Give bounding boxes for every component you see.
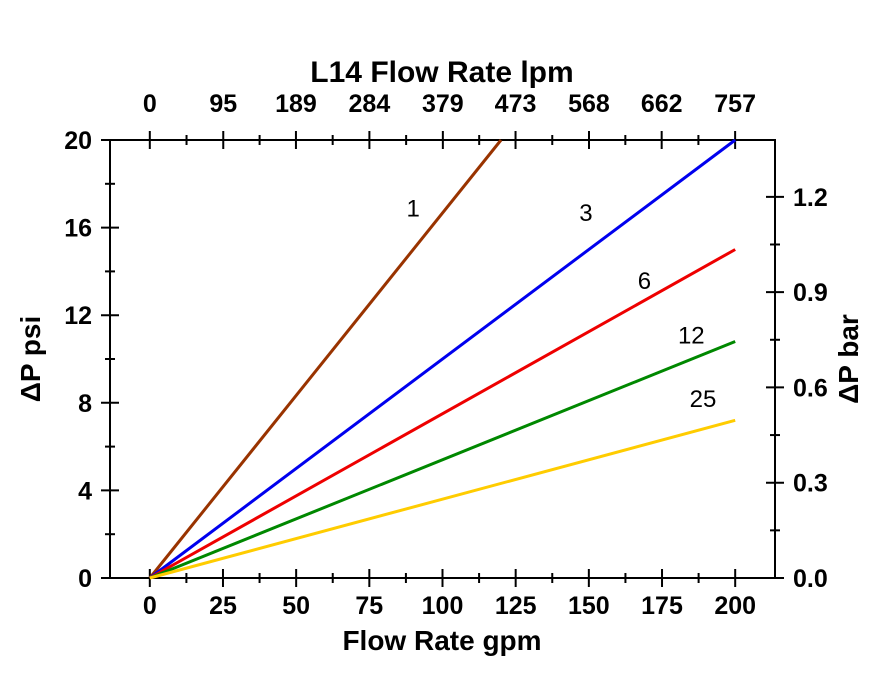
series-label-6: 6 xyxy=(638,268,651,295)
right-axis-title: ΔP bar xyxy=(833,314,864,404)
series-line-12 xyxy=(149,340,736,580)
series-label-12: 12 xyxy=(678,323,705,350)
series-label-3: 3 xyxy=(579,200,592,227)
x-tick-label: 100 xyxy=(422,592,464,620)
x-tick-label: 0 xyxy=(143,592,157,620)
series-line-6 xyxy=(149,248,736,580)
top-tick-label: 379 xyxy=(422,90,464,118)
top-tick-label: 189 xyxy=(275,90,317,118)
series-label-25: 25 xyxy=(690,386,717,413)
bottom-axis-title: Flow Rate gpm xyxy=(342,625,541,656)
right-tick-label: 0.3 xyxy=(793,470,828,498)
top-tick-label: 0 xyxy=(143,90,157,118)
right-tick-label: 0.0 xyxy=(793,565,828,593)
series-line-1 xyxy=(148,139,503,579)
left-tick-label: 0 xyxy=(78,565,92,593)
top-tick-label: 95 xyxy=(209,90,237,118)
right-tick-label: 1.2 xyxy=(793,184,828,212)
x-tick-label: 50 xyxy=(282,592,310,620)
left-tick-label: 12 xyxy=(64,302,92,330)
x-tick-label: 150 xyxy=(568,592,610,620)
series-line-25 xyxy=(149,418,736,580)
left-tick-label: 4 xyxy=(78,477,92,505)
left-tick-label: 16 xyxy=(64,215,92,243)
x-tick-label: 200 xyxy=(714,592,756,620)
left-tick-label: 8 xyxy=(78,390,92,418)
left-axis-title: ΔP psi xyxy=(15,316,46,403)
x-tick-label: 175 xyxy=(641,592,683,620)
plot-frame xyxy=(109,139,776,579)
top-tick-label: 757 xyxy=(714,90,756,118)
top-tick-label: 284 xyxy=(349,90,391,118)
x-tick-label: 125 xyxy=(495,592,537,620)
left-tick-label: 20 xyxy=(64,127,92,155)
top-tick-label: 473 xyxy=(495,90,537,118)
x-tick-label: 25 xyxy=(209,592,237,620)
series-line-3 xyxy=(148,138,737,580)
series-label-1: 1 xyxy=(407,196,420,223)
right-tick-label: 0.9 xyxy=(793,279,828,307)
top-axis-title: L14 Flow Rate lpm xyxy=(310,56,573,89)
top-tick-label: 568 xyxy=(568,90,610,118)
right-tick-label: 0.6 xyxy=(793,374,828,402)
x-tick-label: 75 xyxy=(355,592,383,620)
top-tick-label: 662 xyxy=(641,90,683,118)
